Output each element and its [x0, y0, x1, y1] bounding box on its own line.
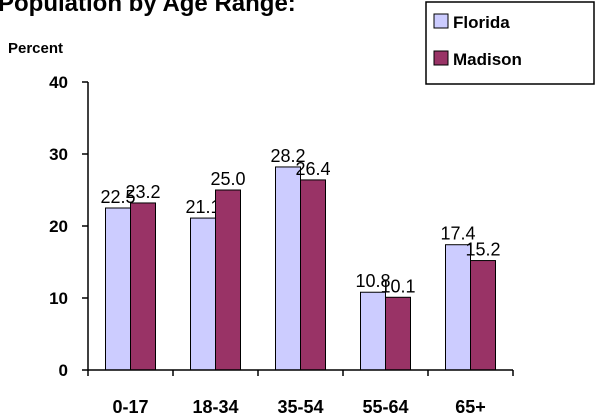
bar-madison-35-54: [300, 179, 326, 371]
plot-area: 22.5 21.1 28.2 10.8 17.4 23.2 25.0 26.4 10.1 15.2…: [49, 73, 514, 417]
bar-florida-18-34: [190, 217, 216, 371]
data-label-florida-0-17: 22.5: [100, 187, 135, 207]
y-tick-label-30: 30: [49, 145, 68, 164]
data-label-madison-18-34: 25.0: [210, 169, 245, 189]
legend-swatch-florida: [433, 13, 449, 29]
data-label-madison-35-54: 26.4: [295, 159, 330, 179]
x-tick-label-0-17: 0-17: [112, 397, 148, 417]
legend-label-florida: Florida: [453, 13, 510, 32]
legend: Florida Madison: [425, 1, 595, 85]
y-tick-label-40: 40: [49, 73, 68, 92]
bar-florida-0-17: [105, 207, 131, 371]
x-tick-label-18-34: 18-34: [192, 397, 238, 417]
bar-madison-55-64: [385, 296, 411, 371]
y-tick-label-0: 0: [59, 361, 68, 380]
y-tick-label-20: 20: [49, 217, 68, 236]
data-label-madison-65+: 15.2: [465, 240, 500, 260]
bar-madison-18-34: [215, 189, 241, 371]
x-tick-label-55-64: 55-64: [362, 397, 408, 417]
chart-title: Population by Age Range:: [0, 0, 296, 17]
data-label-florida-35-54: 28.2: [270, 146, 305, 166]
bar-florida-35-54: [275, 166, 301, 371]
y-tick-label-10: 10: [49, 289, 68, 308]
data-label-florida-65+: 17.4: [440, 224, 475, 244]
y-axis-label: Percent: [8, 40, 63, 57]
data-label-madison-0-17: 23.2: [125, 182, 160, 202]
legend-label-madison: Madison: [453, 50, 522, 69]
bar-florida-55-64: [360, 291, 386, 371]
bar-florida-65+: [445, 244, 471, 371]
data-label-madison-55-64: 10.1: [380, 276, 415, 296]
data-label-florida-55-64: 10.8: [355, 271, 390, 291]
data-label-florida-18-34: 21.1: [185, 197, 220, 217]
x-tick-label-65+: 65+: [455, 397, 486, 417]
bar-madison-0-17: [130, 202, 156, 371]
legend-swatch-madison: [433, 50, 449, 66]
legend-box: [425, 1, 595, 85]
bar-madison-65+: [470, 260, 496, 371]
x-tick-label-35-54: 35-54: [277, 397, 323, 417]
